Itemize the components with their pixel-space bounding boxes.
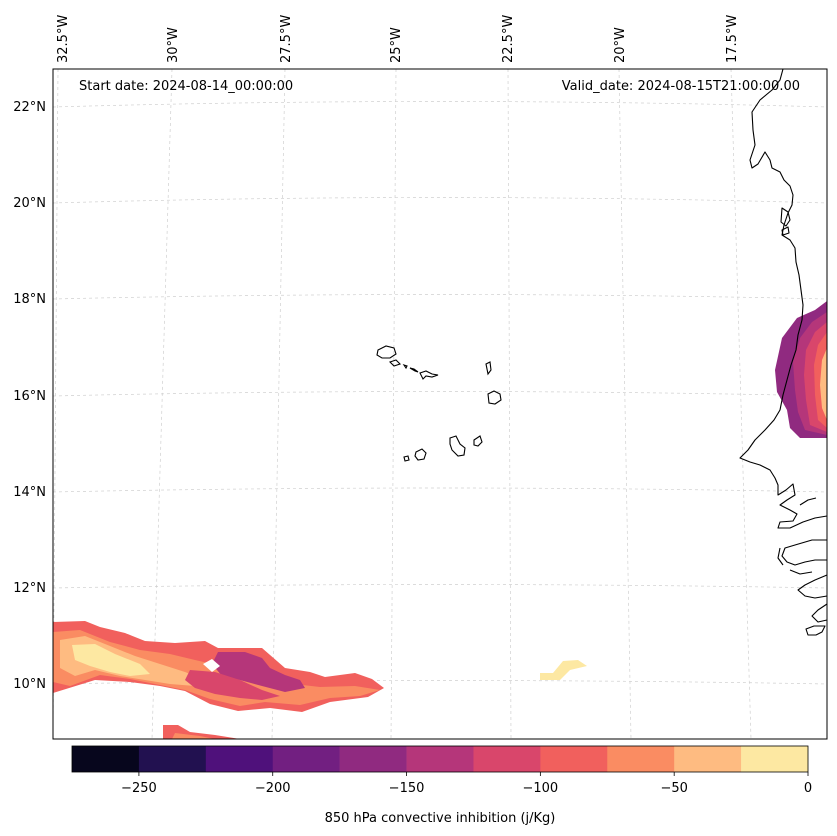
- coastline: [739, 68, 828, 636]
- colorbar-tick-label: −50: [660, 781, 687, 796]
- longitude-labels: 32.5°W 30°W 27.5°W 25°W 22.5°W 20°W 17.5…: [56, 15, 740, 63]
- africa-coastline-south: [781, 539, 828, 636]
- lat-label-12n: 12°N: [13, 581, 46, 596]
- parallel-14n: [52, 487, 828, 493]
- cin-contours: [53, 301, 827, 739]
- colorbar-segment: [674, 746, 742, 772]
- colorbar-segment: [406, 746, 474, 772]
- cin-contour-band-dark: [212, 652, 305, 692]
- meridian-20w: [618, 68, 632, 740]
- cin-contour-patch-south-inner: [172, 733, 215, 739]
- parallel-16n: [52, 391, 828, 397]
- valid-date-label: Valid_date: 2024-08-15T21:00:00.00: [562, 79, 800, 94]
- island-santo-antao: [376, 345, 397, 359]
- parallel-18n: [52, 294, 828, 300]
- parallel-22n: [52, 101, 828, 108]
- map-frame: [52, 68, 828, 740]
- colorbar-tick-label: 0: [804, 781, 812, 796]
- island-brava: [403, 455, 410, 462]
- cin-contour-east-5: [820, 348, 827, 420]
- start-date-label: Start date: 2024-08-14_00:00:00: [79, 79, 293, 94]
- lat-label-14n: 14°N: [13, 485, 46, 500]
- meridian-25w: [390, 68, 397, 740]
- colorbar-segment: [72, 746, 140, 772]
- cabo-verde-islands: [376, 345, 502, 462]
- island-maio: [473, 435, 483, 447]
- island-santiago: [449, 435, 466, 457]
- parallel-20n: [52, 197, 828, 204]
- parallel-12n: [52, 584, 828, 589]
- lon-label-30w: 30°W: [166, 27, 181, 63]
- colorbar-ticks: −250 −200 −150 −100 −50 0: [121, 772, 812, 796]
- cin-contour-patch-center: [540, 660, 587, 680]
- island-boa-vista: [487, 390, 502, 405]
- island-sal: [485, 361, 492, 376]
- island-sao-nicolau-main: [419, 370, 439, 380]
- meridian-17-5w: [730, 68, 752, 740]
- colorbar-tick-label: −250: [121, 781, 157, 796]
- meridian-27-5w: [271, 68, 286, 740]
- colorbar-segment: [607, 746, 675, 772]
- lat-label-16n: 16°N: [13, 389, 46, 404]
- island-fogo: [414, 448, 427, 461]
- island-santa-luzia: [402, 363, 408, 370]
- lat-label-20n: 20°N: [13, 196, 46, 211]
- colorbar-frame: [71, 745, 809, 773]
- cin-contour-band-light: [72, 644, 150, 676]
- lon-label-17-5w: 17.5°W: [725, 15, 740, 63]
- colorbar-segment: [741, 746, 809, 772]
- lon-label-32-5w: 32.5°W: [56, 15, 71, 63]
- africa-coastline: [739, 68, 828, 529]
- colorbar-segment: [272, 746, 340, 772]
- lon-label-22-5w: 22.5°W: [501, 15, 516, 63]
- lat-label-10n: 10°N: [13, 677, 46, 692]
- colorbar-segment: [339, 746, 407, 772]
- colorbar-segment: [540, 746, 608, 772]
- colorbar-label: 850 hPa convective inhibition (j/Kg): [325, 811, 556, 826]
- coast-nouadhibou: [780, 207, 791, 236]
- coast-detail-guinea: [777, 497, 817, 575]
- cin-contour-hole: [203, 659, 220, 672]
- colorbar-tick-label: −100: [523, 781, 559, 796]
- meridian-30w: [151, 68, 173, 740]
- colorbar: −250 −200 −150 −100 −50 0 850 hPa convective …: [71, 745, 812, 826]
- cin-contour-band-core: [185, 670, 280, 700]
- lon-label-27-5w: 27.5°W: [279, 15, 294, 63]
- lon-label-20w: 20°W: [613, 27, 628, 63]
- colorbar-tick-label: −200: [255, 781, 291, 796]
- colorbar-segment: [473, 746, 541, 772]
- map-area: [53, 69, 827, 739]
- meridian-22-5w: [507, 68, 512, 740]
- colorbar-segment: [138, 746, 207, 772]
- island-sao-vicente: [388, 359, 402, 367]
- colorbar-segments: [72, 746, 809, 772]
- island-sao-nicolau: [409, 367, 419, 373]
- colorbar-segment: [205, 746, 274, 772]
- colorbar-tick-label: −150: [389, 781, 425, 796]
- lon-label-25w: 25°W: [389, 27, 404, 63]
- latitude-labels: 22°N 20°N 18°N 16°N 14°N 12°N 10°N: [13, 100, 46, 692]
- lat-label-18n: 18°N: [13, 292, 46, 307]
- lat-label-22n: 22°N: [13, 100, 46, 115]
